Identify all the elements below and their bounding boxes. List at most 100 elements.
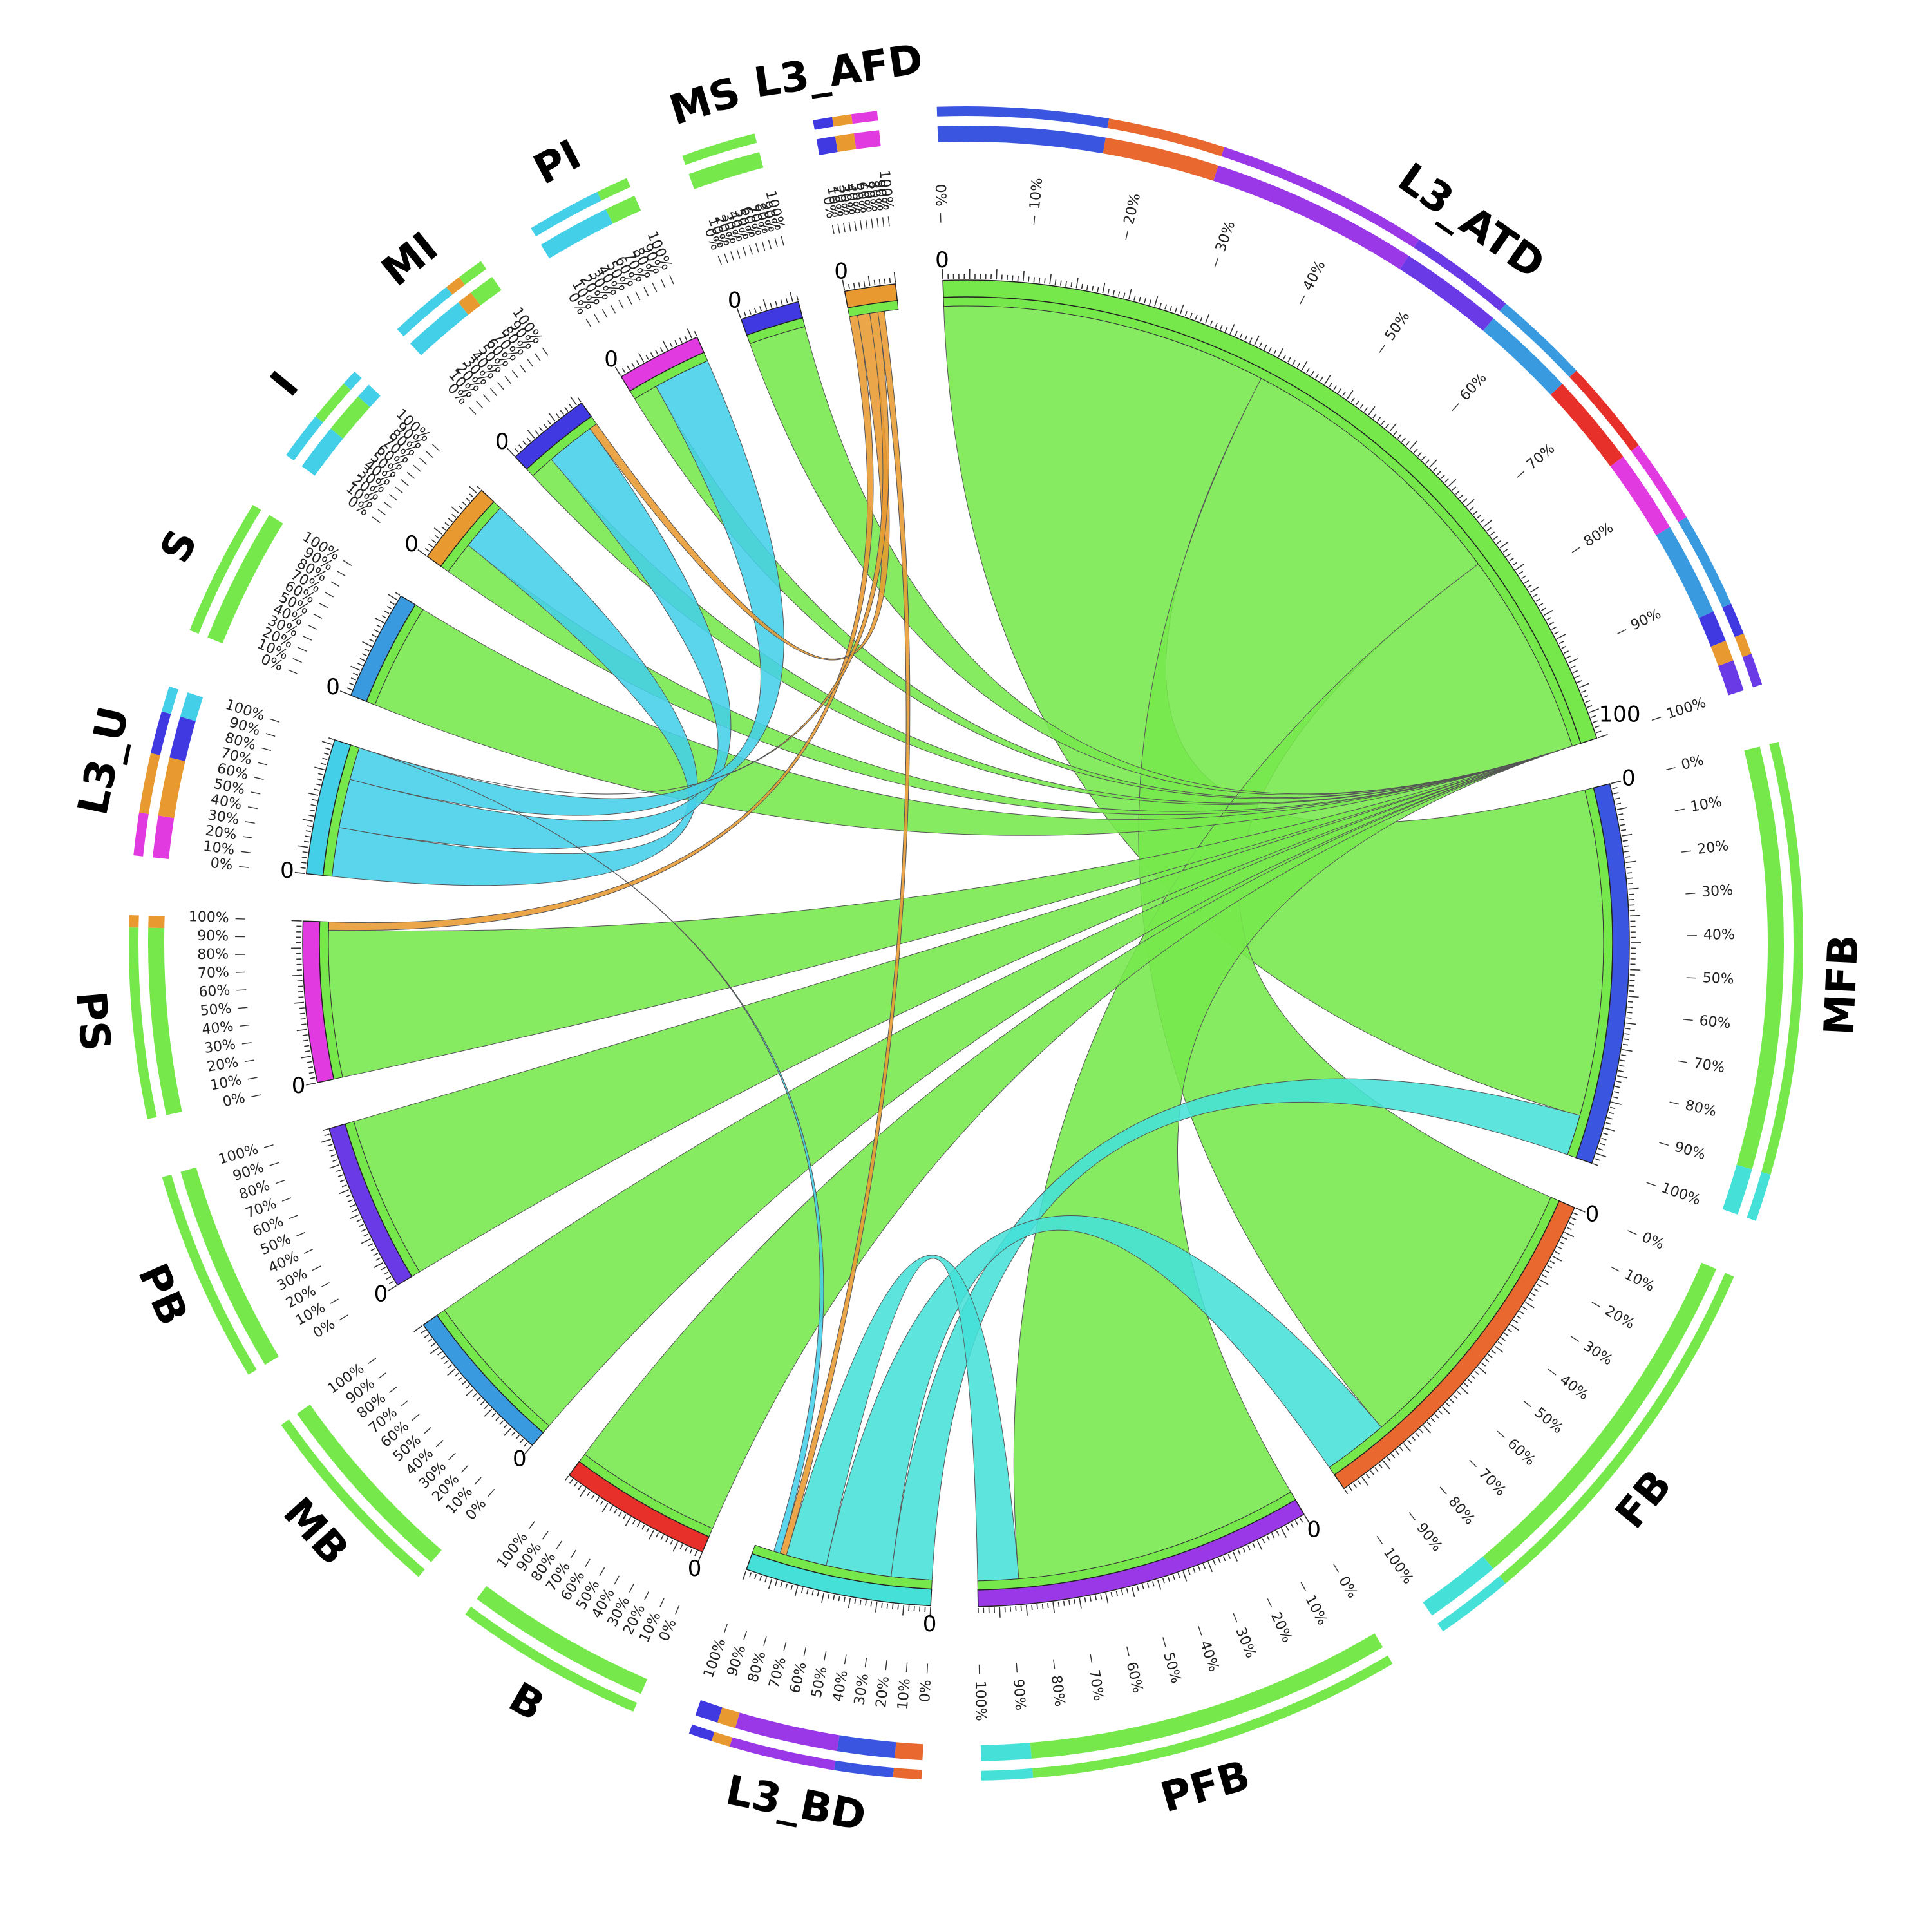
tick-mark (316, 778, 322, 781)
tick-mark (1549, 1260, 1555, 1264)
percent-tick (1233, 1613, 1238, 1623)
percent-tick (330, 1298, 339, 1304)
tick-mark (548, 412, 556, 422)
tick-mark (1368, 406, 1376, 415)
tick-mark (1627, 1012, 1633, 1014)
tick-mark (1139, 296, 1141, 302)
composition-bar-outer (1742, 654, 1763, 688)
tick-mark (1612, 787, 1618, 790)
tick-mark (1010, 1606, 1012, 1612)
tick-mark (476, 1397, 481, 1401)
tick-mark (636, 1522, 641, 1528)
segment-arc-l3-atd[interactable] (942, 279, 1598, 744)
tick-mark (811, 1590, 814, 1596)
percent-label: 10% (895, 1678, 914, 1710)
tick-mark (458, 506, 464, 510)
segment-arc-mfb[interactable] (1575, 783, 1630, 1164)
tick-mark (317, 773, 323, 776)
tick-mark (1522, 1306, 1528, 1311)
segment-arc-i[interactable] (426, 489, 495, 567)
segment-arc-l3-afd[interactable] (844, 283, 898, 308)
segment-arc-ps[interactable] (302, 920, 335, 1084)
tick-mark (794, 1586, 799, 1597)
segment-arc-s[interactable] (350, 595, 416, 703)
percent-tick (1516, 471, 1525, 478)
tick-mark (790, 1584, 793, 1591)
tick-mark (1622, 840, 1628, 842)
tick-mark (669, 342, 673, 348)
segment-arc-mi[interactable] (514, 402, 592, 470)
segment-arc-mb[interactable] (422, 1314, 544, 1446)
tick-mark (1081, 283, 1083, 289)
tick-mark (780, 299, 783, 305)
tick-mark (325, 747, 331, 750)
composition-bar-inner (1213, 165, 1409, 270)
segment-arc-ms[interactable] (740, 301, 804, 336)
tick-mark (1052, 1602, 1055, 1613)
tick-mark (1239, 333, 1243, 339)
segment-arc-pi[interactable] (620, 336, 705, 392)
percent-tick (378, 1372, 387, 1379)
tick-mark (323, 1128, 328, 1132)
tick-mark (1615, 797, 1620, 800)
tick-mark (1174, 307, 1178, 313)
tick-mark (511, 1431, 516, 1436)
tick-mark (645, 354, 649, 360)
segment-arc-l3-u[interactable] (305, 739, 352, 876)
tick-mark (361, 1228, 366, 1232)
tick-mark (641, 1524, 645, 1530)
tick-mark (623, 1514, 627, 1520)
segment-arc-pfb[interactable] (977, 1499, 1305, 1607)
percent-tick (743, 1630, 748, 1640)
tick-mark (659, 347, 663, 353)
percent-label: 10% (1027, 177, 1046, 210)
percent-tick (763, 1636, 767, 1646)
segment-arc-b[interactable] (568, 1461, 710, 1553)
percent-tick (768, 240, 772, 249)
percent-label: 80% (745, 1650, 770, 1685)
tick-mark (762, 299, 768, 310)
percent-label: 90% (1672, 1139, 1707, 1164)
percent-tick (431, 444, 440, 451)
percent-tick (238, 1007, 248, 1009)
composition-bar-inner (1482, 318, 1563, 395)
tick-mark (848, 1598, 851, 1609)
tick-mark (1429, 459, 1437, 468)
tick-mark (1022, 270, 1025, 281)
tick-mark (440, 1356, 446, 1360)
tick-mark (1264, 345, 1267, 350)
tick-mark (1157, 1579, 1162, 1590)
tick-mark (1133, 295, 1136, 301)
tick-mark (1575, 1208, 1586, 1213)
tick-mark (1182, 1571, 1188, 1582)
tick-mark (1242, 1547, 1246, 1553)
composition-bar-outer (397, 287, 453, 337)
tick-mark (421, 1329, 426, 1334)
tick-mark (309, 809, 315, 811)
tick-mark (306, 1082, 317, 1086)
tick-mark (775, 1580, 778, 1586)
tick-mark (646, 1527, 650, 1533)
percent-tick (824, 1651, 827, 1661)
segment-arc-fb[interactable] (1334, 1200, 1575, 1490)
tick-mark (1233, 1551, 1238, 1562)
segment-arc-l3-bd[interactable] (746, 1553, 933, 1607)
percent-label: 30% (1701, 882, 1734, 900)
composition-bar-outer (343, 371, 362, 390)
tick-mark (1493, 536, 1499, 540)
tick-mark (1604, 1127, 1615, 1132)
tick-mark (323, 752, 329, 755)
tick-mark (1547, 1265, 1553, 1269)
percent-label: 40% (1557, 1372, 1591, 1403)
tick-mark (1602, 1132, 1608, 1135)
tick-mark (1391, 1454, 1396, 1459)
composition-bar-inner (148, 927, 182, 1115)
tick-mark (1549, 621, 1554, 625)
tick-mark (1618, 813, 1624, 816)
tick-mark (1092, 285, 1094, 291)
tick-mark (454, 1372, 459, 1377)
tick-mark (785, 298, 788, 304)
segment-arc-pb[interactable] (328, 1123, 413, 1286)
tick-mark (1102, 283, 1106, 294)
